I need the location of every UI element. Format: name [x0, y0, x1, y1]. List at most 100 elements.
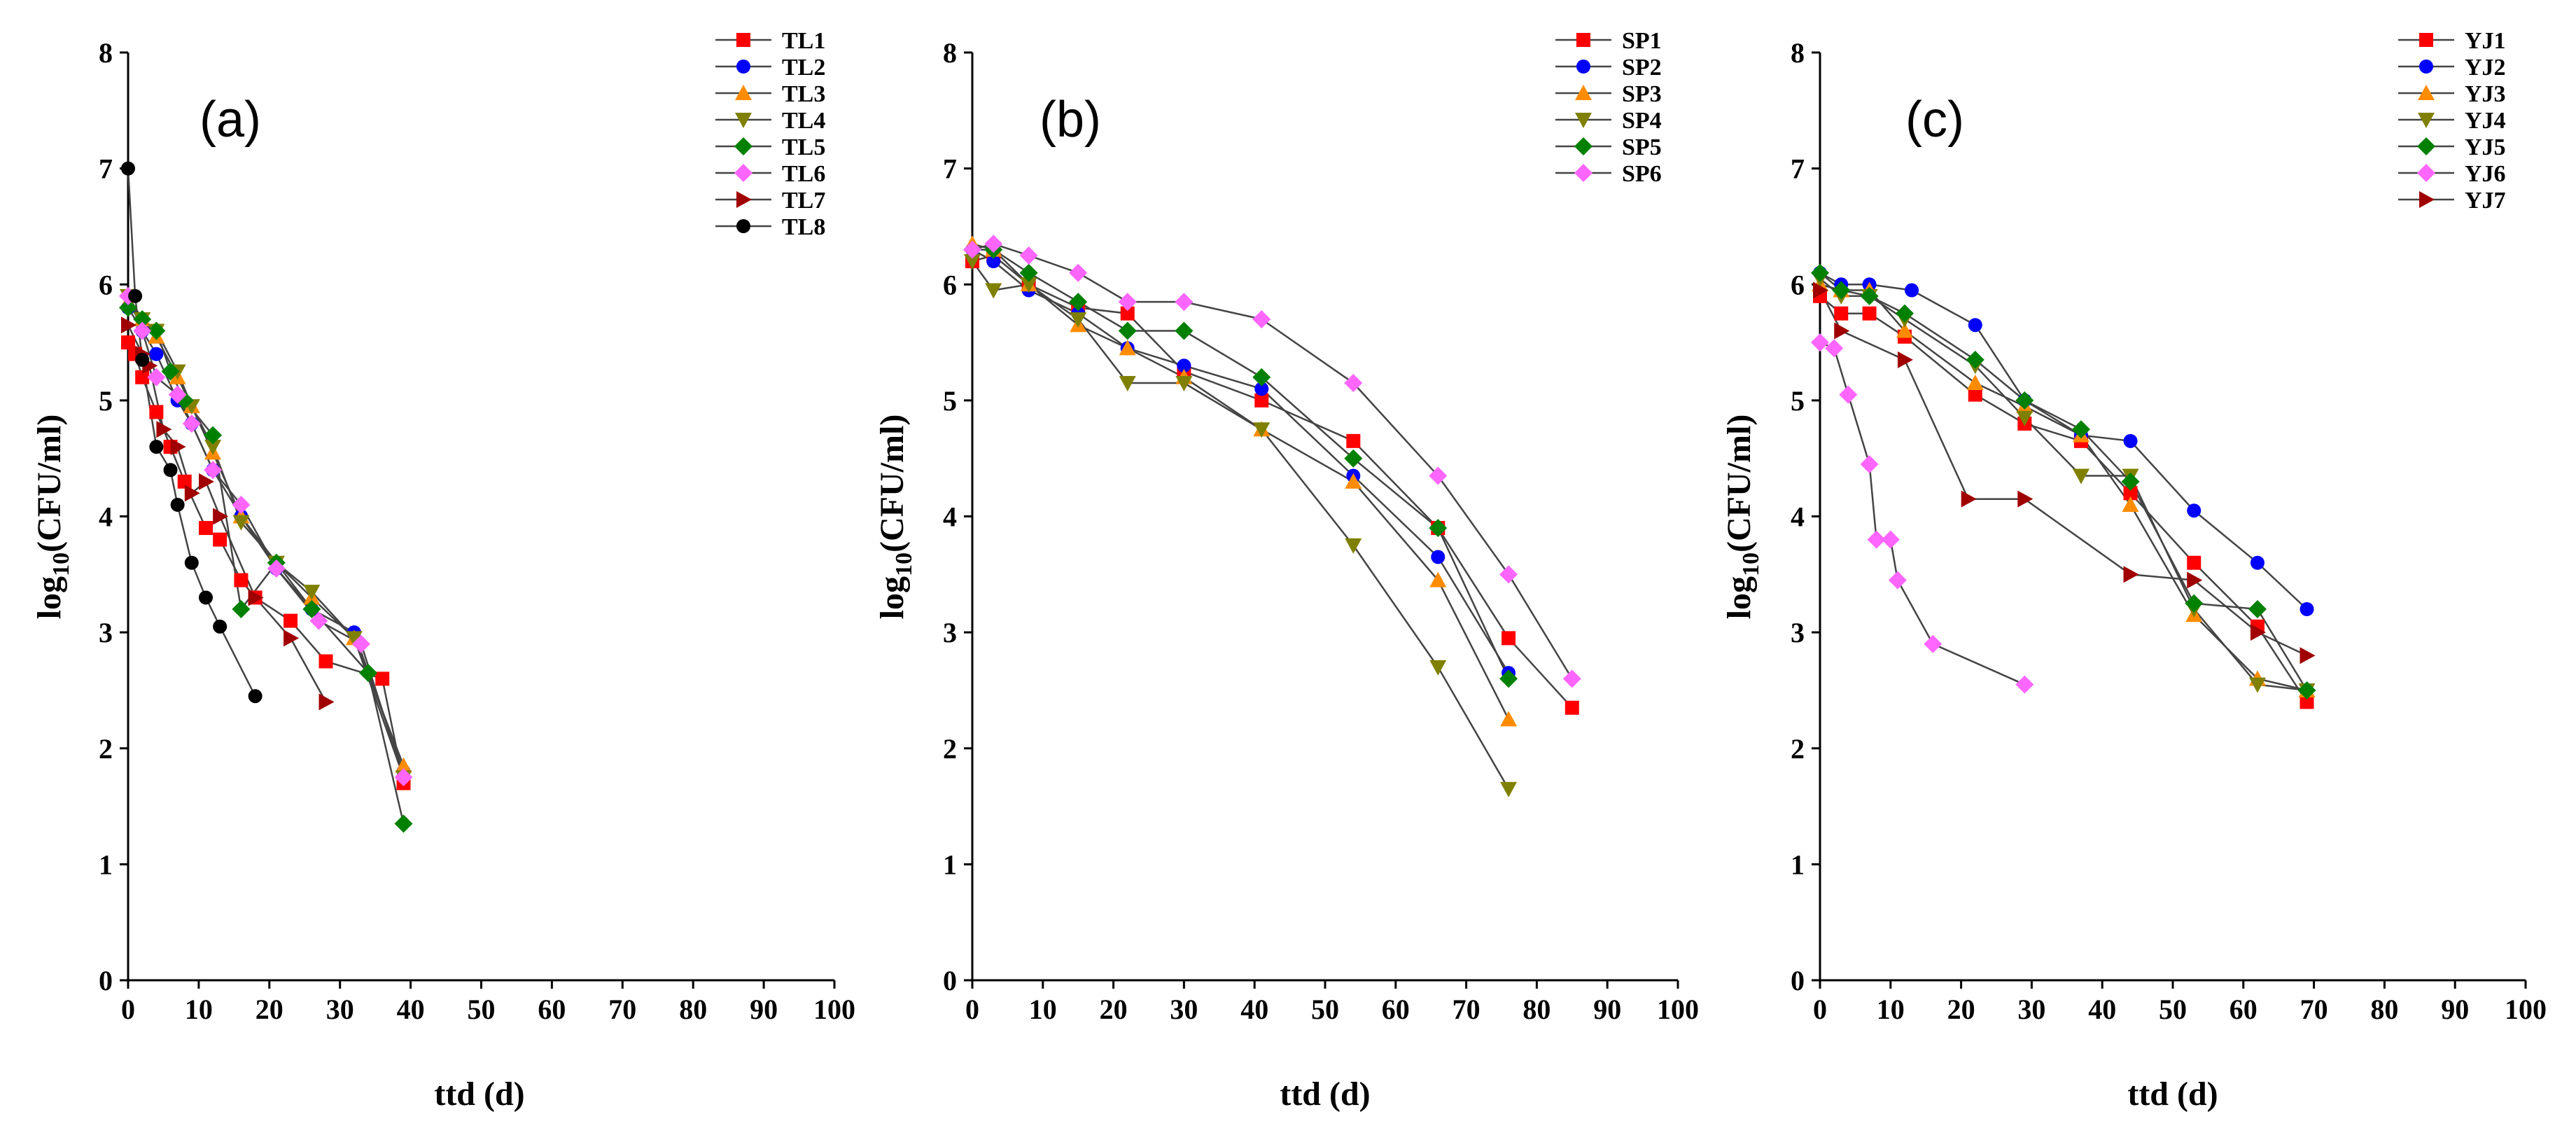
data-point-sp4: [1070, 312, 1087, 328]
data-point-yj3: [2122, 496, 2139, 512]
data-point-sp4: [1119, 376, 1136, 392]
data-point-yj5: [2121, 472, 2140, 491]
data-point-sp4: [1253, 422, 1270, 438]
data-point-yj7: [2017, 490, 2033, 508]
legend-label-tl6: TL6: [782, 161, 825, 187]
y-tick-label: 4: [99, 501, 113, 533]
x-tick-label: 0: [1813, 994, 1827, 1025]
data-point-sp3: [1345, 473, 1362, 489]
y-tick-label: 4: [943, 501, 957, 533]
y-tick-label: 6: [99, 269, 113, 300]
data-point-tl6: [133, 321, 152, 340]
x-tick-label: 10: [1877, 994, 1905, 1025]
data-point-sp1: [1120, 306, 1135, 321]
y-axis-title-main: log: [874, 576, 911, 619]
x-tick-label: 40: [2088, 994, 2116, 1025]
data-point-tl8: [135, 352, 150, 367]
x-tick-label: 0: [965, 994, 979, 1025]
x-tick-label: 10: [185, 994, 213, 1025]
series-line-sp4: [971, 260, 1510, 790]
legend-label-yj6: YJ6: [2465, 161, 2506, 187]
data-point-tl2: [149, 347, 164, 361]
data-point-tl7: [213, 508, 229, 525]
y-tick-label: 7: [99, 153, 113, 185]
legend-label-yj4: YJ4: [2465, 108, 2506, 134]
data-point-tl6: [182, 415, 201, 433]
x-tick-label: 20: [1947, 994, 1975, 1025]
data-point-sp6: [1344, 374, 1363, 393]
x-tick-label: 90: [1593, 994, 1621, 1025]
data-point-yj6: [1825, 339, 1844, 358]
data-point-sp1: [1502, 631, 1516, 646]
data-point-yj4: [2016, 410, 2033, 426]
data-point-sp5: [1019, 263, 1038, 282]
data-point-sp2: [1254, 382, 1269, 396]
x-tick-label: 60: [2230, 994, 2258, 1025]
data-point-tl8: [198, 590, 213, 605]
data-point-yj2: [2123, 433, 2138, 448]
y-tick-label: 8: [99, 37, 113, 69]
data-point-sp5: [1252, 368, 1271, 387]
data-point-tl7: [156, 421, 172, 438]
data-point-sp3: [1500, 711, 1518, 727]
data-point-yj2: [2187, 503, 2202, 518]
x-tick-label: 50: [468, 994, 496, 1025]
data-point-sp2: [986, 254, 1001, 269]
data-point-yj5: [1811, 263, 1829, 282]
data-point-tl7: [170, 438, 186, 456]
y-axis-title-sub: 10: [891, 552, 917, 576]
data-point-tl1: [318, 654, 333, 669]
legend-label-sp5: SP5: [1622, 134, 1662, 160]
data-point-tl8: [248, 689, 262, 704]
data-point-yj7: [1813, 281, 1828, 299]
data-point-tl6: [309, 611, 328, 630]
data-point-tl5: [119, 298, 137, 317]
data-point-tl5: [394, 814, 413, 833]
x-tick-label: 60: [1382, 994, 1410, 1025]
data-point-sp4: [985, 283, 1002, 299]
data-point-sp1: [1254, 393, 1269, 408]
data-point-sp3: [1429, 571, 1447, 587]
data-point-yj3: [1966, 375, 1984, 391]
x-axis-title: ttd (d): [2127, 1075, 2218, 1113]
data-point-sp3: [1119, 340, 1136, 356]
data-point-yj6: [1888, 571, 1907, 590]
data-point-sp4: [1175, 376, 1193, 392]
x-tick-label: 30: [2017, 994, 2045, 1025]
data-point-tl1: [213, 532, 227, 547]
data-point-tl1: [198, 521, 213, 536]
x-tick-label: 20: [1100, 994, 1128, 1025]
data-point-tl8: [163, 463, 178, 478]
y-tick-label: 3: [943, 617, 957, 648]
data-point-tl6: [267, 559, 286, 578]
data-point-yj7: [1834, 322, 1850, 340]
legend-label-tl3: TL3: [782, 81, 825, 107]
data-point-sp4: [1429, 660, 1447, 676]
legend-label-yj2: YJ2: [2465, 55, 2506, 81]
chart-panel-c: (c) ttd (d) log10(CFU/ml) YJ1YJ2YJ3YJ4YJ…: [1721, 28, 2547, 1113]
legend-marker-yj5: [2417, 137, 2435, 155]
data-point-yj6: [1924, 634, 1942, 653]
data-point-yj7: [1897, 351, 1913, 368]
x-tick-label: 80: [2370, 994, 2398, 1025]
data-point-yj7: [2123, 566, 2139, 583]
legend-label-tl2: TL2: [782, 55, 825, 81]
data-point-yj7: [2187, 571, 2203, 589]
x-tick-label: 40: [1240, 994, 1268, 1025]
data-point-tl4: [232, 515, 250, 531]
data-point-yj5: [1966, 350, 1984, 369]
legend-marker-tl3: [735, 85, 752, 100]
data-point-tl4: [303, 585, 321, 601]
data-point-yj7: [2250, 624, 2266, 641]
panel-label: (a): [200, 92, 261, 148]
data-point-tl1: [135, 370, 150, 384]
y-tick-label: 4: [1791, 501, 1805, 533]
y-tick-label: 8: [943, 37, 957, 69]
data-point-yj2: [1968, 318, 1982, 333]
data-point-tl8: [149, 440, 164, 454]
data-point-sp6: [1118, 293, 1137, 312]
data-point-sp6: [1069, 263, 1088, 282]
series-line-sp2: [972, 249, 1510, 674]
series-line-sp3: [972, 243, 1510, 720]
